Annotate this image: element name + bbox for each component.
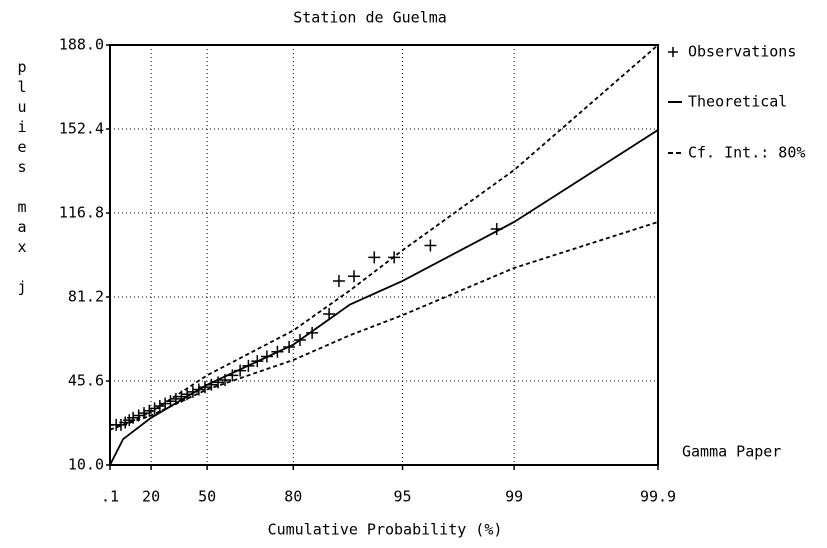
y-tick-label: 116.8	[59, 204, 104, 222]
x-tick-label: 20	[142, 488, 160, 506]
theoretical-line	[109, 129, 659, 466]
x-tick-label: 95	[393, 488, 411, 506]
annotation: Gamma Paper	[682, 443, 781, 461]
x-tick-label: 50	[198, 488, 216, 506]
observation-marker	[186, 385, 199, 398]
y-tick-label: 10.0	[68, 456, 104, 474]
x-tick-label: 80	[284, 488, 302, 506]
y-tick-label: 188.0	[59, 36, 104, 54]
ci-lower-line	[109, 221, 659, 431]
x-tick-label: 99	[505, 488, 523, 506]
observation-marker	[424, 239, 437, 252]
y-tick-label: 45.6	[68, 372, 104, 390]
observation-marker	[164, 395, 177, 408]
chart-title: Station de Guelma	[293, 9, 447, 27]
observation-marker	[148, 402, 161, 415]
observation-marker	[348, 270, 361, 283]
y-tick-label: 81.2	[68, 288, 104, 306]
observation-marker	[368, 251, 381, 264]
x-tick-label: 99.9	[640, 488, 676, 506]
observation-marker	[159, 397, 172, 410]
y-axis-label: pluies max j	[13, 58, 31, 298]
observation-marker	[332, 274, 345, 287]
x-tick-label: .1	[101, 488, 119, 506]
observation-marker	[199, 381, 212, 394]
observation-marker	[143, 404, 156, 417]
ci-upper-line	[110, 44, 659, 426]
observation-marker	[153, 400, 166, 413]
legend-label: Theoretical	[688, 93, 787, 111]
legend-label: Cf. Int.: 80%	[688, 144, 805, 162]
observation-marker	[323, 307, 336, 320]
legend-label: Observations	[688, 43, 796, 61]
x-axis-label: Cumulative Probability (%)	[268, 521, 503, 539]
observation-marker	[306, 326, 319, 339]
plot-frame	[109, 44, 659, 466]
legend-symbol	[668, 47, 678, 57]
y-tick-label: 152.4	[59, 120, 104, 138]
